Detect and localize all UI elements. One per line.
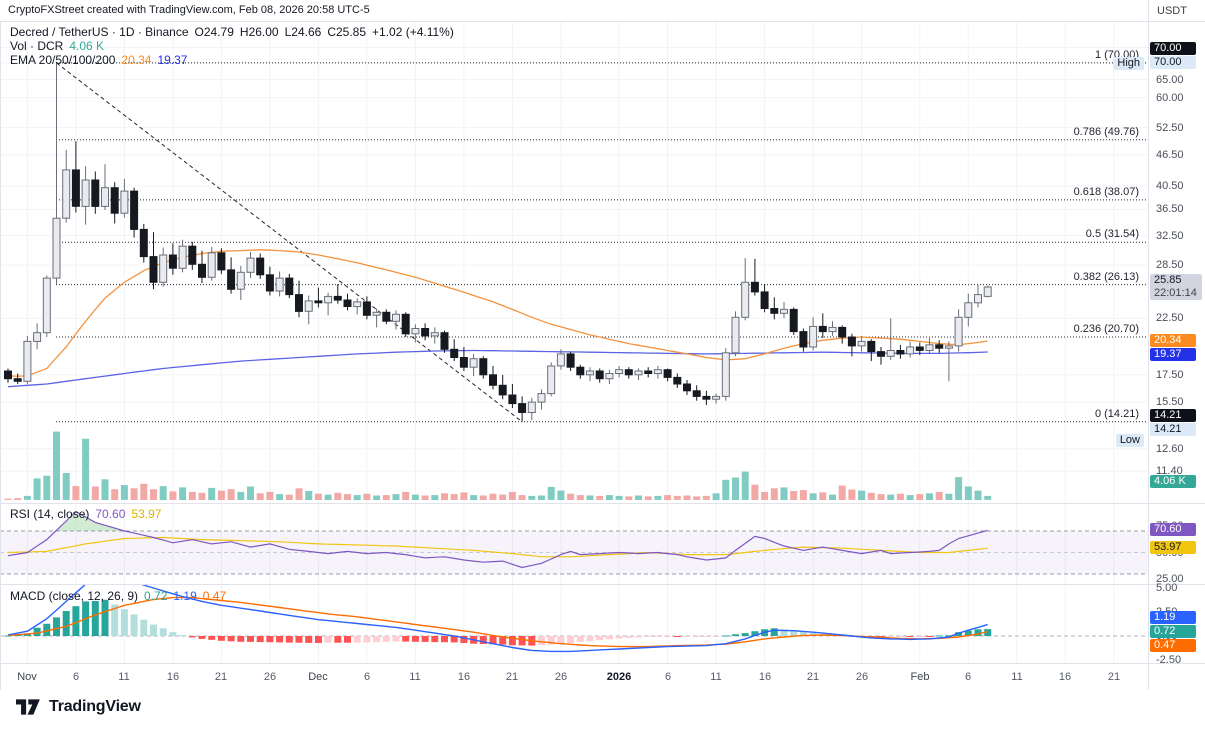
macd-signal-value: 0.47	[202, 589, 227, 603]
ohlc-open: O24.79	[194, 25, 234, 39]
macd-hist-value: 0.72	[144, 589, 168, 603]
volume-label[interactable]: Vol · DCR	[10, 39, 64, 53]
macd-label[interactable]: MACD (close, 12, 26, 9)	[10, 589, 139, 603]
rsi-ma-value: 53.97	[131, 507, 162, 521]
tradingview-icon	[16, 699, 40, 715]
volume-row: Vol · DCR 4.06 K	[10, 39, 460, 53]
rsi-legend[interactable]: RSI (14, close) 70.60 53.97	[10, 507, 167, 521]
tradingview-wordmark: TradingView	[49, 698, 141, 715]
rsi-series	[7, 510, 988, 569]
macd-value: 1.19	[173, 589, 197, 603]
price-axis-currency[interactable]: USDT	[1157, 5, 1187, 17]
chart-canvas[interactable]	[0, 0, 1205, 690]
macd-series	[4, 585, 992, 653]
volume-value: 4.06 K	[69, 39, 105, 53]
fib-retracement[interactable]	[56, 62, 1148, 423]
tradingview-logo[interactable]: TradingView	[16, 698, 141, 716]
ohlc-change: +1.02 (+4.11%)	[372, 25, 454, 39]
symbol-title[interactable]: Decred / TetherUS · 1D · Binance	[10, 25, 189, 39]
candlestick-series	[4, 62, 992, 422]
volume-series	[4, 431, 992, 501]
symbol-legend[interactable]: Decred / TetherUS · 1D · Binance O24.79 H2…	[10, 25, 460, 67]
macd-legend[interactable]: MACD (close, 12, 26, 9) 0.72 1.19 0.47	[10, 589, 232, 603]
attribution-header: CryptoFXStreet created with TradingView.…	[8, 4, 370, 16]
symbol-row: Decred / TetherUS · 1D · Binance O24.79 H2…	[10, 25, 460, 39]
ema-label[interactable]: EMA 20/50/100/200	[10, 53, 116, 67]
ema-row: EMA 20/50/100/200 20.34 19.37	[10, 53, 460, 67]
ohlc-close: C25.85	[327, 25, 367, 39]
ohlc-low: L24.66	[284, 25, 322, 39]
ema-slow-value: 19.37	[157, 53, 188, 67]
rsi-label[interactable]: RSI (14, close)	[10, 507, 90, 521]
rsi-value: 70.60	[95, 507, 126, 521]
ema-fast-value: 20.34	[121, 53, 152, 67]
ohlc-high: H26.00	[239, 25, 279, 39]
